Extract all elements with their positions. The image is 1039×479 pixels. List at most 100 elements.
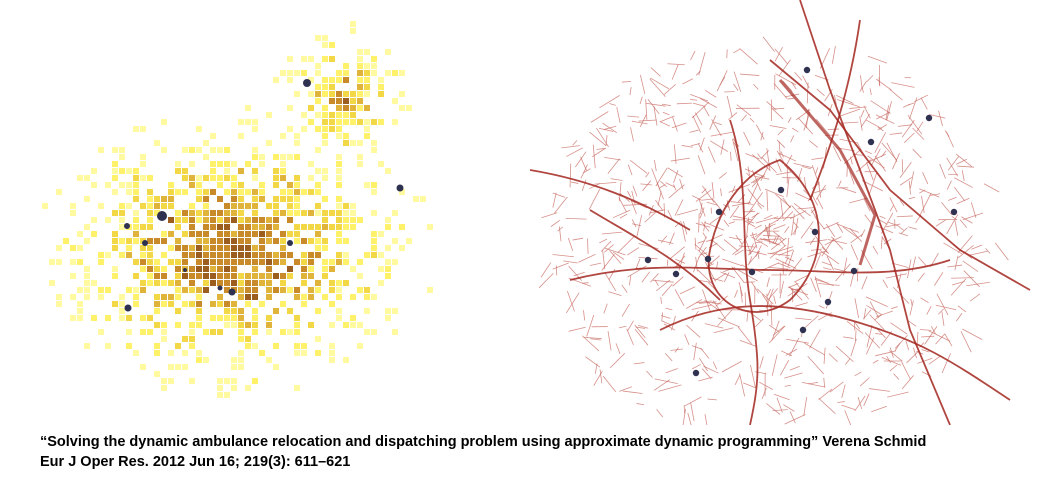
heat-cell [217,385,223,391]
heat-cell [231,203,237,209]
heat-cell [245,161,251,167]
heat-cell [217,378,223,384]
heat-cell [210,245,216,251]
heat-cell [210,175,216,181]
street-segment [774,235,780,244]
heat-cell [357,161,363,167]
heat-cell [91,231,97,237]
street-segment [766,403,781,415]
street-segment [912,148,922,159]
heat-cell [294,329,300,335]
street-segment [583,168,591,174]
street-segment [627,320,634,332]
street-segment [896,224,904,231]
street-segment [629,275,632,286]
street-segment [618,182,622,202]
heat-cell [266,112,272,118]
heat-cell [357,154,363,160]
street-segment [969,293,981,302]
heat-cell [231,175,237,181]
heat-cell [245,238,251,244]
street-segment [793,162,813,169]
heat-cell [203,329,209,335]
heat-cell [238,322,244,328]
street-segment [739,339,757,347]
heat-cell [308,175,314,181]
heat-cell [294,133,300,139]
heat-cell [399,189,405,195]
street-segment [667,63,685,66]
street-segment [763,235,781,237]
heat-cell [196,245,202,251]
heat-cell [189,266,195,272]
street-segment [695,189,712,202]
street-segment [782,197,791,209]
street-segment [717,309,733,327]
heat-cell [203,175,209,181]
heat-cell [154,343,160,349]
heat-cell [238,329,244,335]
street-segment [729,205,740,219]
heat-cell [77,315,83,321]
heat-cell [287,308,293,314]
heat-cell [231,308,237,314]
heat-cell [322,112,328,118]
heat-cell [238,224,244,230]
heat-cell [364,182,370,188]
street-segment [776,205,792,222]
heat-cell [322,84,328,90]
heat-cell [336,161,342,167]
heat-cell [98,287,104,293]
heat-cell [371,245,377,251]
heat-cell [217,301,223,307]
street-segment [588,189,601,210]
street-segment [944,333,953,347]
street-segment [819,249,840,265]
heat-cell [308,56,314,62]
heat-cell [336,259,342,265]
heat-cell [280,154,286,160]
heat-cell [357,119,363,125]
street-segment [823,267,832,271]
heat-cell [154,301,160,307]
heat-cell [371,210,377,216]
street-segment [585,356,601,368]
heat-cell [147,245,153,251]
heat-cell [259,189,265,195]
street-segment [778,59,791,77]
heat-cell [252,168,258,174]
street-segment [783,404,795,412]
heat-cell [182,217,188,223]
street-segment [730,151,732,161]
heat-cell [168,350,174,356]
street-segment [684,396,702,407]
heat-cell [308,294,314,300]
street-segment [665,307,673,311]
heat-cell [238,287,244,293]
street-segment [706,201,719,206]
heat-cell [98,203,104,209]
street-segment [659,121,671,127]
street-segment [787,117,792,123]
street-segment [664,353,673,362]
heat-cell [189,273,195,279]
heat-cell [266,238,272,244]
heat-cell [364,126,370,132]
street-segment [757,153,763,160]
heat-cell [329,224,335,230]
heat-cell [371,140,377,146]
heat-cell [133,210,139,216]
heat-cell [329,357,335,363]
heat-cell [273,154,279,160]
street-segment [695,300,712,304]
street-segment [814,253,822,269]
street-segment [639,96,643,105]
caption-citation-title: “Solving the dynamic ambulance relocatio… [40,434,927,450]
heat-cell [196,259,202,265]
heat-cell [182,168,188,174]
street-segment [658,384,682,392]
heat-cell [147,280,153,286]
heat-cell [357,259,363,265]
heat-cell [147,273,153,279]
heat-cell [273,238,279,244]
